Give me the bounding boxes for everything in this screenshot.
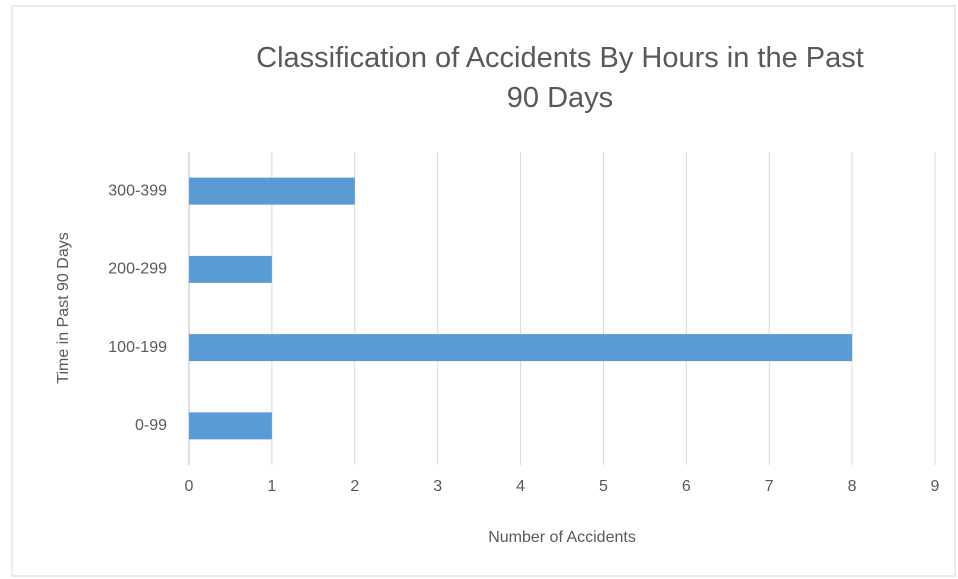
x-tick-label: 9 [931,478,940,495]
y-tick-label: 0-99 [135,417,167,434]
y-tick-label: 300-399 [108,182,167,199]
y-tick-label: 100-199 [108,339,167,356]
x-tick-label: 8 [848,478,857,495]
x-axis-label: Number of Accidents [488,529,636,546]
x-tick-label: 7 [765,478,774,495]
chart-border [11,5,956,577]
x-tick-label: 5 [599,478,608,495]
bar [189,177,355,205]
x-tick-label: 3 [433,478,442,495]
bar [189,412,272,440]
y-tick-label: 200-299 [108,261,167,278]
chart-title: Classification of Accidents By Hours in … [256,42,864,114]
x-tick-label: 0 [185,478,194,495]
x-tick-label: 6 [682,478,691,495]
bar [189,334,853,362]
x-tick-label: 4 [516,478,525,495]
y-axis-label: Time in Past 90 Days [55,232,72,383]
x-tick-label: 2 [350,478,359,495]
bar [189,255,272,283]
x-tick-label: 1 [267,478,276,495]
